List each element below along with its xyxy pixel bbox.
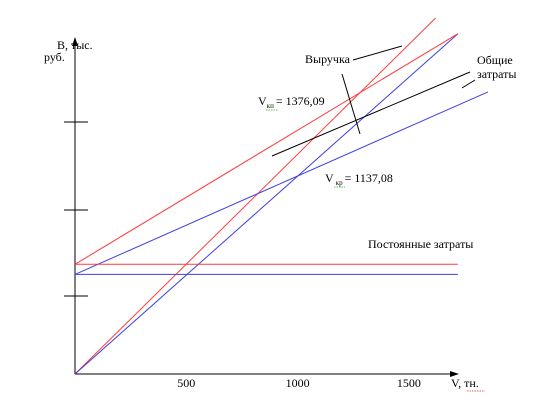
v-blue-subscript: кр	[336, 179, 343, 187]
total-costs-pointer-line	[461, 79, 476, 89]
v-red-symbol: V	[258, 94, 267, 108]
series-line-2	[74, 33, 459, 375]
v-red-subscript: кп	[267, 102, 274, 110]
v-blue-value: = 1137,08	[345, 171, 393, 185]
x-axis-arrow	[450, 371, 459, 377]
x-tick-label: 500	[177, 376, 195, 390]
total-costs-label-line1: Общие	[477, 53, 513, 67]
total-costs-label-line2: затраты	[477, 67, 516, 81]
total-costs-leader-line	[271, 71, 471, 157]
series-layer	[74, 17, 489, 375]
svg-text:Vкр= 1137,08: Vкр = 1137,08	[325, 171, 393, 187]
y-axis-label-line2: руб.	[44, 50, 65, 64]
series-line-3	[74, 33, 459, 265]
axes	[64, 37, 459, 377]
y-axis-label-line1: В, тыс.	[57, 38, 93, 52]
breakeven-red-label: Vкп = 1376,09	[258, 94, 325, 111]
svg-text:Vкп= 1376,09: Vкп = 1376,09	[258, 94, 325, 110]
v-red-value: = 1376,09	[276, 94, 325, 108]
series-line-1	[74, 17, 436, 375]
revenue-label: Выручка	[305, 52, 351, 66]
y-axis-arrow	[72, 37, 78, 46]
series-line-4	[74, 91, 489, 275]
fixed-costs-label: Постоянные затраты	[368, 237, 473, 251]
x-axis-label: V, тн.	[451, 376, 479, 390]
v-blue-symbol: V	[325, 171, 334, 185]
x-tick-labels: 500 1000 1500	[177, 376, 421, 390]
x-tick-label: 1000	[286, 376, 310, 390]
revenue-leader-line	[352, 45, 403, 61]
revenue-pointer-line	[341, 73, 361, 135]
x-tick-label: 1500	[397, 376, 421, 390]
